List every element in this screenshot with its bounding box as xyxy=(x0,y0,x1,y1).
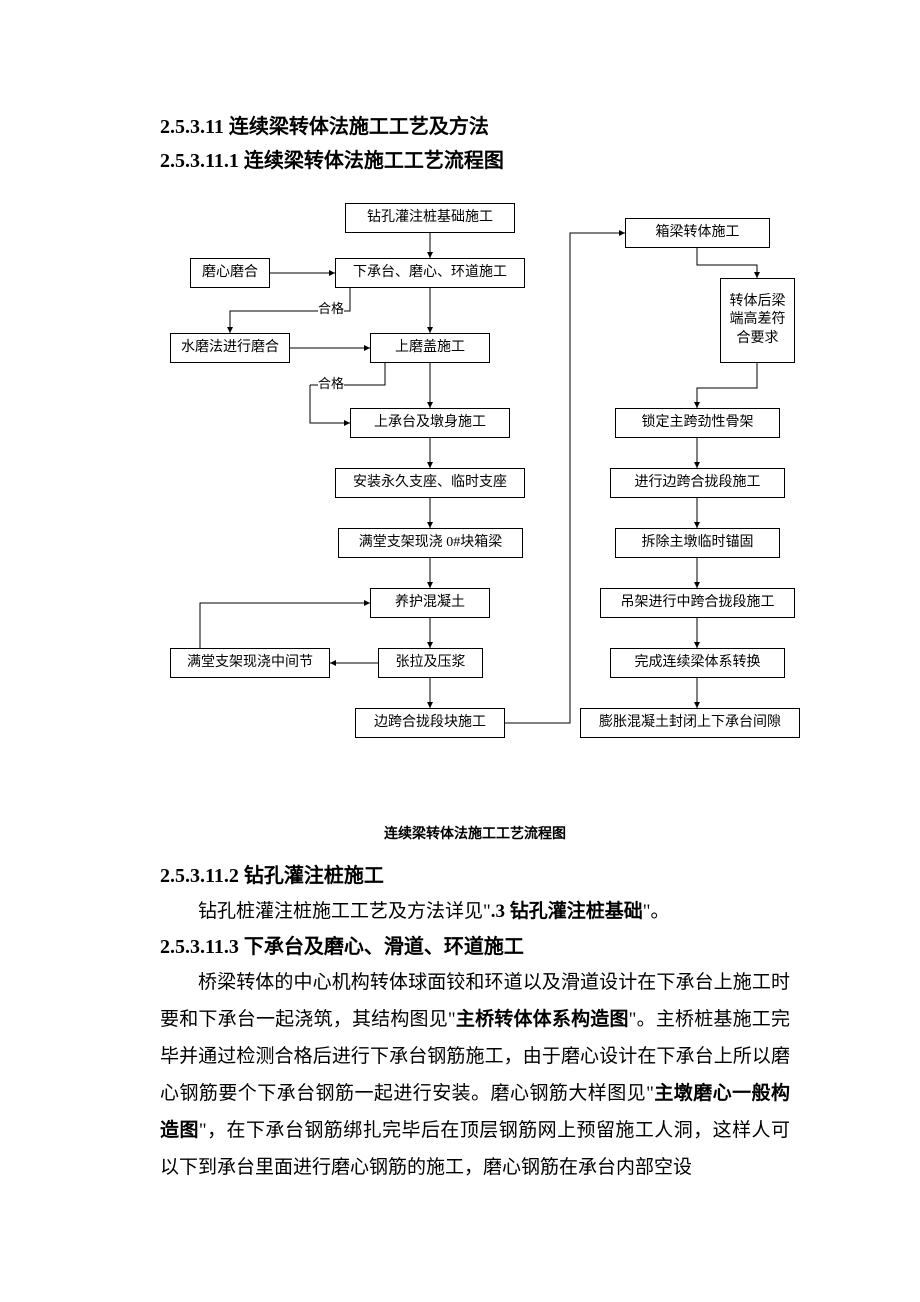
node-r7: 完成连续梁体系转换 xyxy=(610,648,785,678)
node-r6: 吊架进行中跨合拢段施工 xyxy=(600,588,795,618)
node-n12: 边跨合拢段块施工 xyxy=(355,708,505,738)
node-r8: 膨胀混凝土封闭上下承台间隙 xyxy=(580,708,800,738)
heading-2: 2.5.3.11.1 连续梁转体法施工工艺流程图 xyxy=(160,144,790,178)
node-n9: 养护混凝土 xyxy=(370,588,490,618)
node-r4: 进行边跨合拢段施工 xyxy=(610,468,785,498)
heading-3: 2.5.3.11.2 钻孔灌注桩施工 xyxy=(160,859,790,893)
p1-post: "。 xyxy=(643,901,670,922)
p2-e: "，在下承台钢筋绑扎完毕后在顶层钢筋网上预留施工人洞，这样人可以下到承台里面进行… xyxy=(160,1120,790,1178)
node-r1: 箱梁转体施工 xyxy=(625,218,770,248)
edge-label-1: 合格 xyxy=(318,298,344,317)
edge-label-2: 合格 xyxy=(318,373,344,392)
node-n10: 满堂支架现浇中间节 xyxy=(170,648,330,678)
node-n5: 上磨盖施工 xyxy=(370,333,490,363)
heading-1: 2.5.3.11 连续梁转体法施工工艺及方法 xyxy=(160,110,790,144)
paragraph-2: 桥梁转体的中心机构转体球面铰和环道以及滑道设计在下承台上施工时要和下承台一起浇筑… xyxy=(160,964,790,1186)
flowchart-caption: 连续梁转体法施工工艺流程图 xyxy=(160,823,790,843)
node-n6: 上承台及墩身施工 xyxy=(350,408,510,438)
heading-4: 2.5.3.11.3 下承台及磨心、滑道、环道施工 xyxy=(160,930,790,964)
node-r2: 转体后梁端高差符合要求 xyxy=(720,278,795,363)
node-n3: 下承台、磨心、环道施工 xyxy=(335,258,525,288)
node-n4: 水磨法进行磨合 xyxy=(170,333,290,363)
p2-b: 主桥转体体系构造图 xyxy=(456,1009,629,1030)
node-n1: 钻孔灌注桩基础施工 xyxy=(345,203,515,233)
node-r5: 拆除主墩临时锚固 xyxy=(615,528,780,558)
node-n2: 磨心磨合 xyxy=(190,258,270,288)
node-n11: 张拉及压浆 xyxy=(378,648,483,678)
p1-bold: .3 钻孔灌注桩基础 xyxy=(491,901,643,922)
flowchart: 钻孔灌注桩基础施工 磨心磨合 下承台、磨心、环道施工 水磨法进行磨合 上磨盖施工… xyxy=(160,193,800,813)
node-r3: 锁定主跨劲性骨架 xyxy=(615,408,780,438)
node-n8: 满堂支架现浇 0#块箱梁 xyxy=(338,528,523,558)
node-n7: 安装永久支座、临时支座 xyxy=(335,468,525,498)
p1-pre: 钻孔桩灌注桩施工工艺及方法详见" xyxy=(198,901,491,922)
paragraph-1: 钻孔桩灌注桩施工工艺及方法详见".3 钻孔灌注桩基础"。 xyxy=(160,893,790,930)
